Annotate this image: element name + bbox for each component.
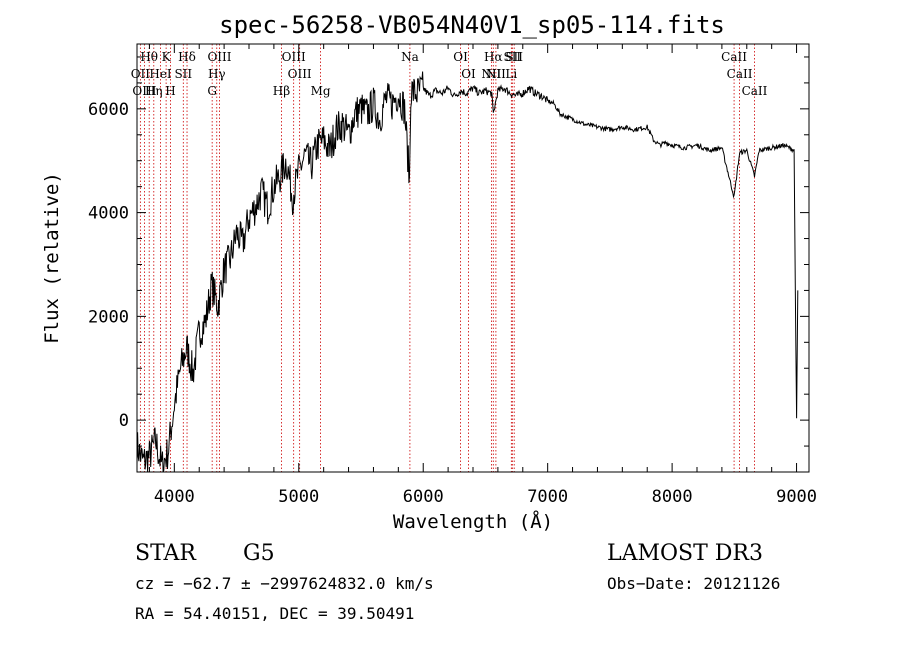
line-marker-label: G [207, 84, 217, 98]
line-marker-label: Hδ [178, 50, 196, 64]
x-axis-label: Wavelength (Å) [393, 510, 553, 533]
line-marker-label: Mg [311, 84, 331, 98]
coordinates: RA = 54.40151, DEC = 39.50491 [135, 604, 414, 623]
line-marker-label: K [162, 50, 172, 64]
line-marker-label: CaII [727, 67, 753, 81]
x-tick-label: 4000 [154, 487, 195, 507]
line-marker-label: OI [453, 50, 468, 64]
line-marker-label: CaII [742, 84, 768, 98]
line-marker-label: OIII [132, 84, 156, 98]
line-marker-label: OI [461, 67, 476, 81]
line-marker-label: NII [486, 67, 506, 81]
line-markers [139, 44, 755, 472]
line-marker-label: SII [505, 50, 523, 64]
y-axis-label: Flux (relative) [41, 172, 63, 344]
line-marker-label: Hα [484, 50, 503, 64]
x-axis-ticks: 4000 5000 6000 7000 8000 9000 [148, 44, 817, 507]
line-marker-label: NII [481, 67, 501, 81]
line-marker-label: HeI [149, 67, 172, 81]
line-marker-label: Na [401, 50, 419, 64]
y-tick-label: 2000 [88, 307, 129, 327]
line-marker-label: SII [174, 67, 192, 81]
y-tick-label: 4000 [88, 204, 129, 224]
x-tick-label: 6000 [403, 487, 444, 507]
object-class: STAR [135, 541, 197, 566]
y-tick-label: 6000 [88, 100, 129, 120]
x-tick-label: 9000 [776, 487, 817, 507]
line-marker-label: H [165, 84, 175, 98]
line-marker-label: OII [131, 67, 151, 81]
line-marker-label: OIII [288, 67, 312, 81]
x-tick-label: 8000 [652, 487, 693, 507]
x-tick-label: 7000 [527, 487, 568, 507]
x-tick-label: 5000 [278, 487, 319, 507]
obs-date: Obs−Date: 20121126 [607, 574, 780, 593]
line-marker-label: SII [503, 50, 521, 64]
object-subclass: G5 [243, 541, 275, 566]
plot-frame [136, 43, 810, 473]
line-marker-label: Hγ [208, 67, 226, 81]
spectrum-series [136, 71, 799, 473]
chart-title: spec-56258-VB054N40V1_sp05-114.fits [219, 11, 725, 39]
y-axis-ticks: 0 2000 4000 6000 [88, 56, 809, 473]
line-marker-label: Hθ [140, 50, 158, 64]
spectrum-line [136, 71, 799, 473]
line-marker-label: OIII [282, 50, 306, 64]
line-marker-label: Hβ [273, 84, 290, 98]
line-marker-label: OIII [207, 50, 231, 64]
line-marker-label: CaII [721, 50, 747, 64]
survey-name: LAMOST DR3 [607, 541, 763, 566]
y-tick-label: 0 [119, 411, 129, 431]
redshift-line: cz = −62.7 ± −2997624832.0 km/s [135, 574, 434, 593]
line-marker-label: Li [505, 67, 517, 81]
line-marker-label: Hη [145, 84, 163, 98]
line-marker-labels: HθOIIOIIIHηHeIKHSIIHδGHγOIIIHβOIIIOIIIMg… [131, 50, 768, 98]
